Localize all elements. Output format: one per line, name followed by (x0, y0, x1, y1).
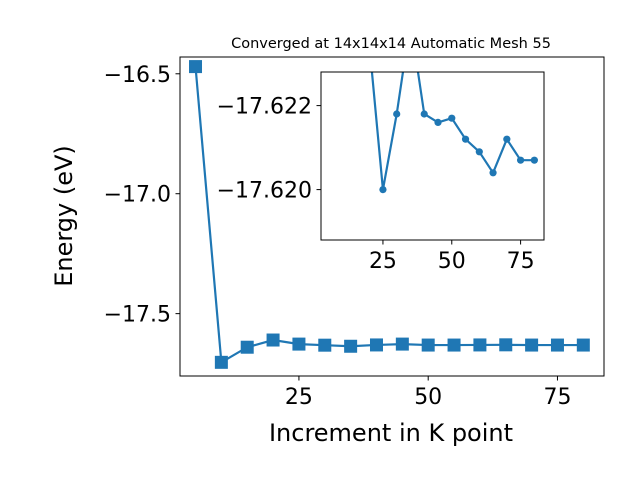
main-data-point (318, 338, 332, 352)
inset-plot: 25 50 75 −17.622 −17.620 (217, 18, 545, 274)
main-data-point (525, 338, 539, 352)
main-plot: 25 50 75 −16.5 −17.0 −17.5 (104, 56, 605, 410)
inset-data-point (379, 186, 387, 194)
inset-y-tick-label: −17.620 (217, 179, 312, 204)
main-x-tick-label: 75 (543, 385, 571, 410)
inset-data-point (461, 135, 470, 143)
inset-x-tick-label: 25 (369, 249, 397, 274)
inset-x-tick-label: 75 (507, 249, 535, 274)
main-y-tick-label: −16.5 (104, 63, 171, 88)
x-axis-label: Increment in K point (269, 419, 513, 447)
main-plot-frame (179, 56, 605, 377)
y-axis-label: Energy (eV) (50, 145, 78, 287)
inset-data-point (516, 156, 525, 164)
main-data-point (266, 333, 280, 347)
main-data-point (473, 338, 487, 352)
main-data-point (421, 338, 435, 352)
main-x-tick-label: 50 (414, 385, 442, 410)
inset-data-point (475, 148, 483, 156)
main-y-tick-label: −17.5 (104, 303, 171, 328)
main-data-point (576, 338, 590, 352)
inset-data-point (434, 118, 442, 126)
inset-data-point (420, 110, 428, 118)
inset-background (321, 72, 544, 240)
main-data-point (395, 337, 409, 351)
main-y-tick-label: −17.0 (104, 183, 171, 208)
main-data-point (292, 337, 306, 351)
inset-x-ticks: 25 50 75 (369, 240, 535, 274)
chart-title: Converged at 14x14x14 Automatic Mesh 55 (231, 36, 551, 52)
inset-data-point (393, 110, 401, 118)
main-data-point (189, 60, 203, 74)
main-data-point (240, 340, 254, 354)
inset-data-point (407, 18, 414, 25)
inset-data-point (530, 156, 538, 164)
inset-series-markers (379, 18, 538, 194)
main-data-point (550, 338, 564, 352)
inset-plot-frame (320, 71, 545, 241)
main-data-point (369, 338, 383, 352)
inset-x-tick-label: 50 (438, 249, 466, 274)
main-data-point (499, 338, 513, 352)
main-series-markers (189, 60, 590, 369)
inset-data-point (489, 169, 497, 177)
main-x-tick-label: 25 (285, 385, 313, 410)
inset-y-tick-label: −17.622 (217, 95, 312, 120)
inset-data-point (448, 114, 456, 122)
inset-data-point (503, 135, 511, 143)
main-y-ticks: −16.5 −17.0 −17.5 (104, 63, 180, 328)
main-data-point (447, 338, 461, 352)
main-data-point (214, 355, 228, 369)
main-x-ticks: 25 50 75 (285, 376, 571, 410)
main-series-line (194, 66, 584, 365)
inset-y-ticks: −17.622 −17.620 (217, 95, 321, 204)
main-data-point (344, 339, 358, 353)
